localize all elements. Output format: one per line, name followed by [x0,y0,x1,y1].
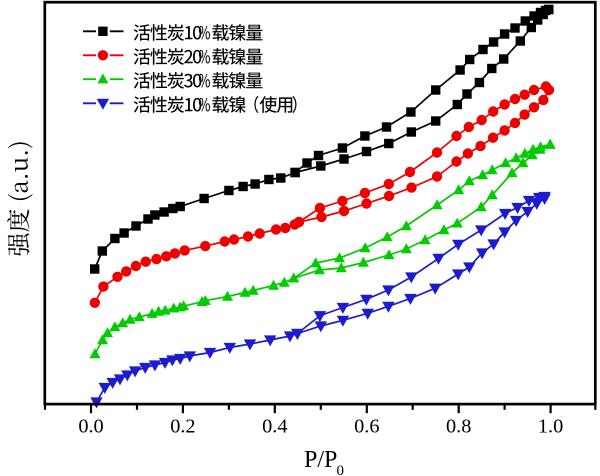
svg-text:0: 0 [337,463,345,476]
svg-text:0.6: 0.6 [354,415,379,437]
svg-text:0.4: 0.4 [262,415,287,437]
svg-text:0.8: 0.8 [446,415,471,437]
svg-text:P/P: P/P [304,447,337,473]
svg-text:0.0: 0.0 [78,415,103,437]
svg-text:0.2: 0.2 [170,415,195,437]
svg-text:1.0: 1.0 [538,415,563,437]
